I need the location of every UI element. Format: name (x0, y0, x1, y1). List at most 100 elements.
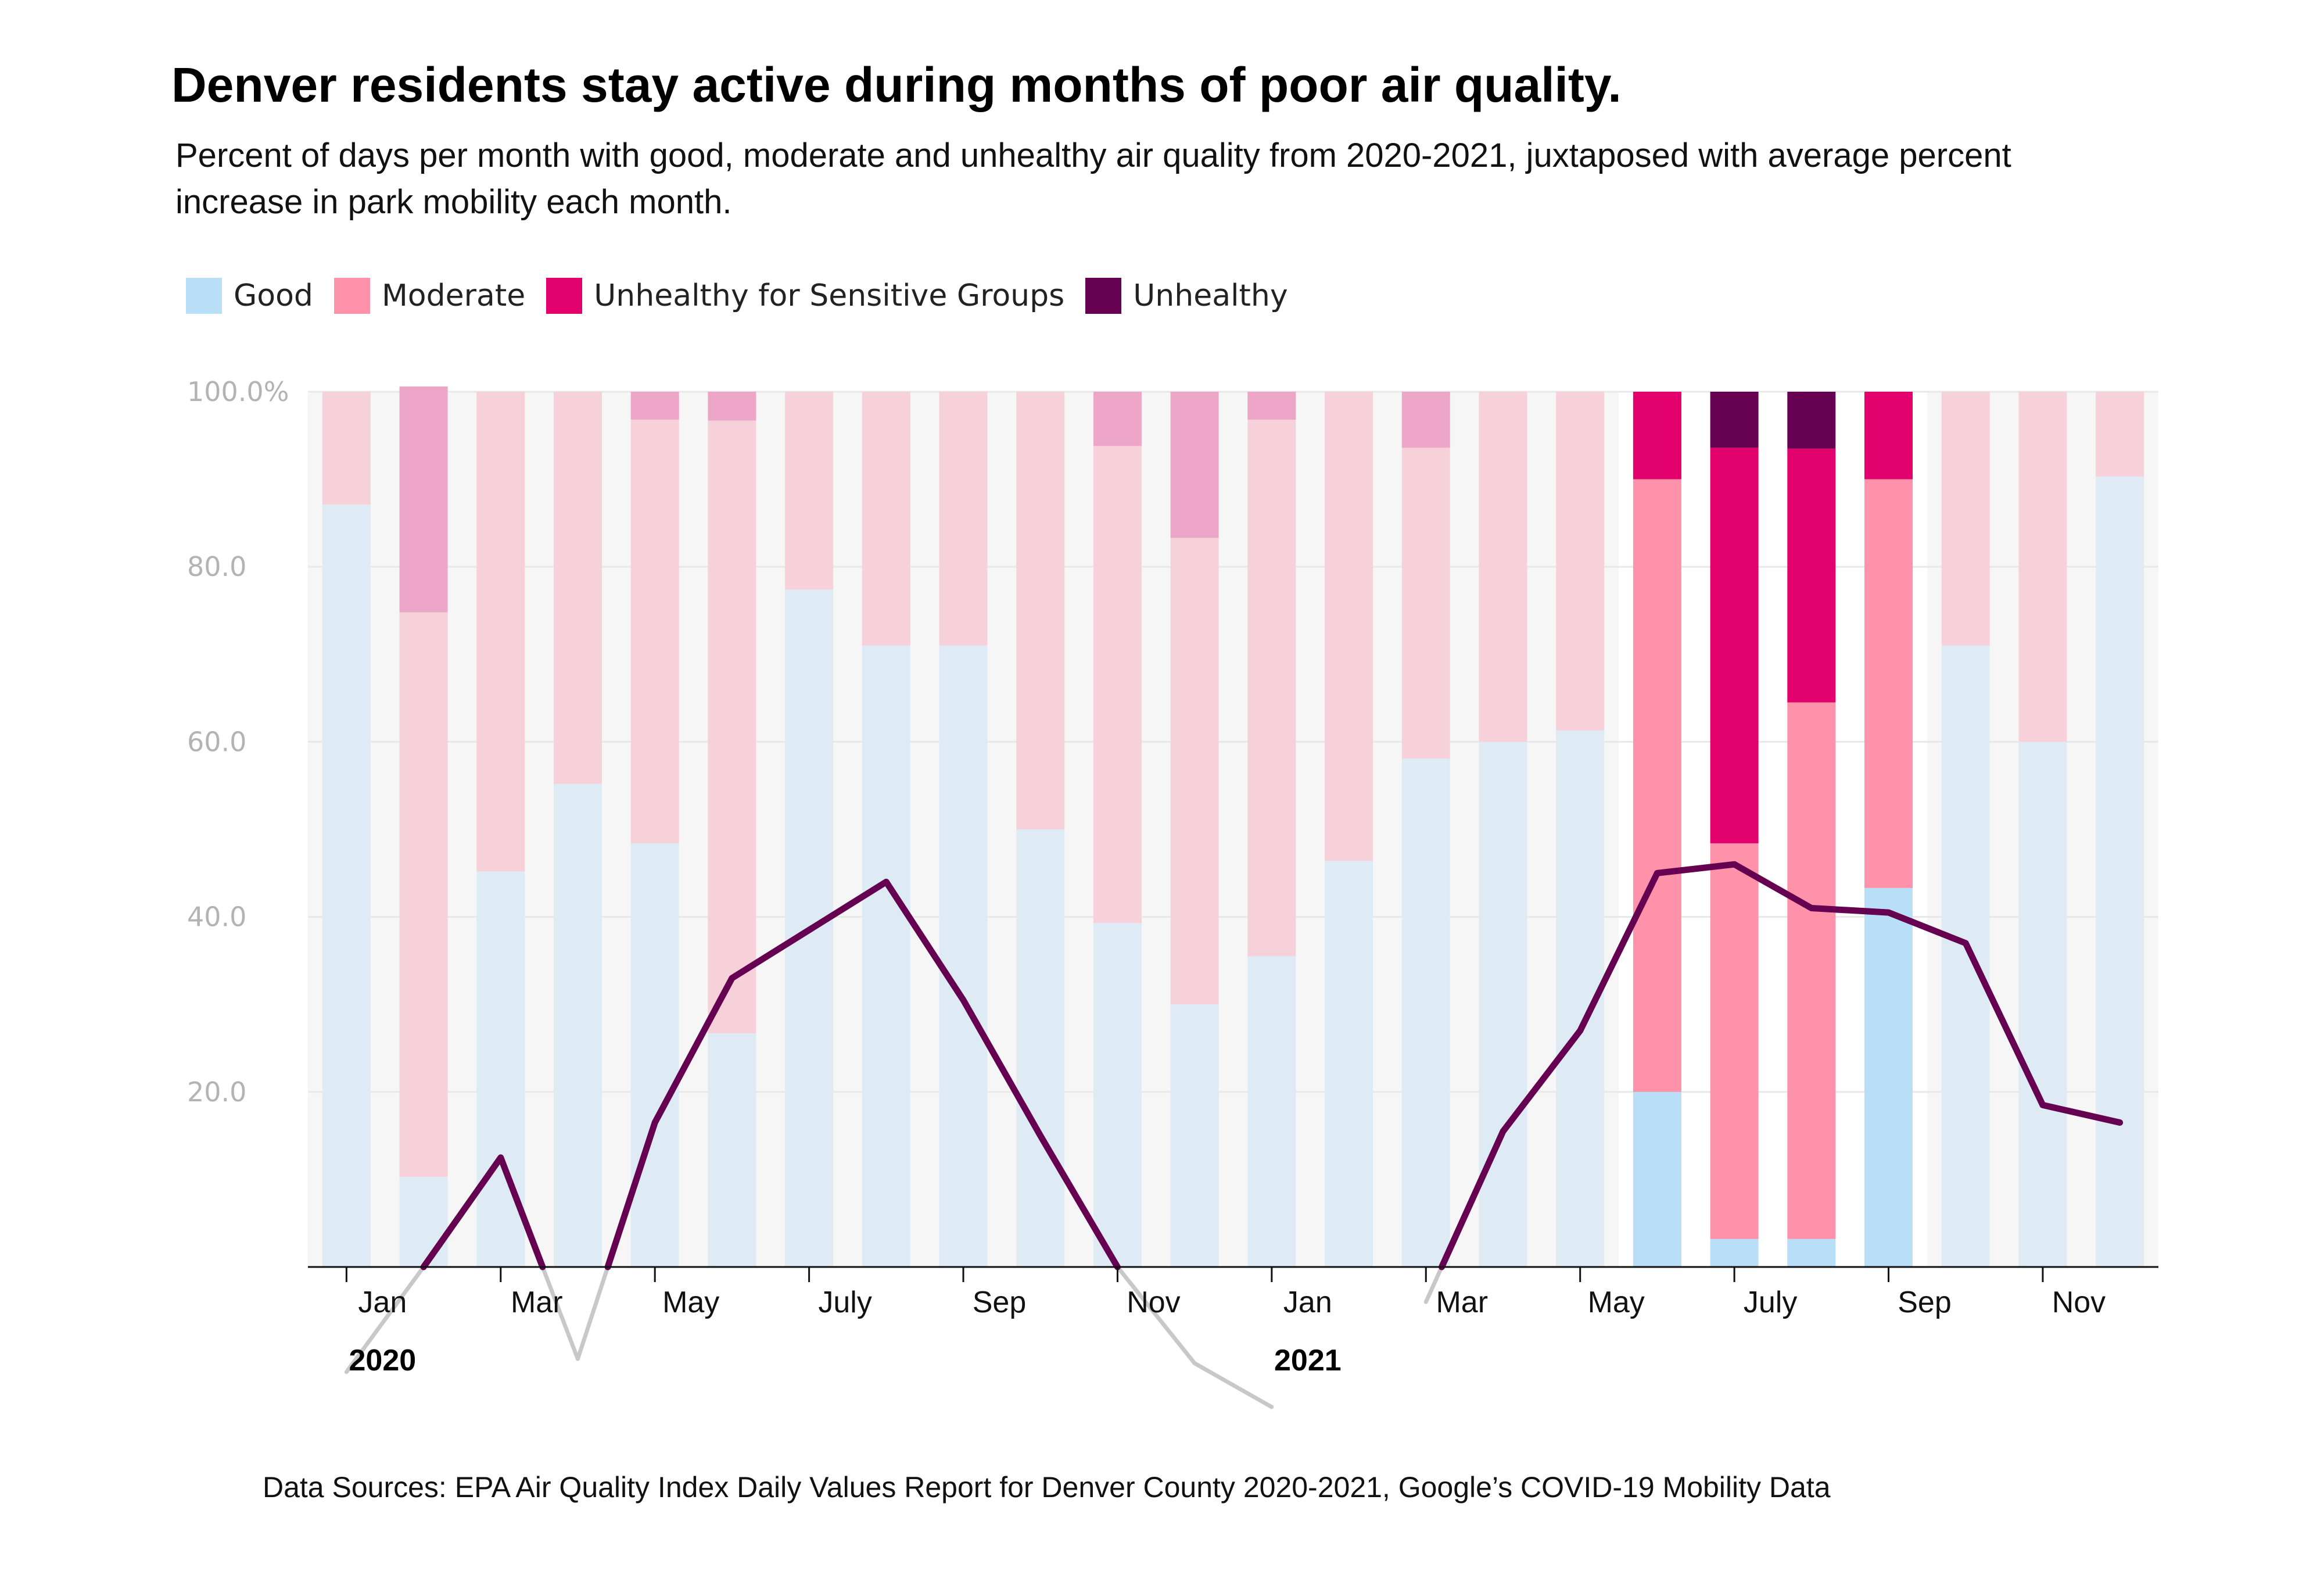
bar-segment-unhealthy (1787, 392, 1836, 449)
mobility-line-below-axis (1115, 1265, 1197, 1366)
x-tick-label: Jan (358, 1286, 407, 1319)
bars (322, 386, 2144, 1268)
x-tick-label: Mar (511, 1286, 563, 1319)
data-sources-note: Data Sources: EPA Air Quality Index Dail… (263, 1471, 1831, 1504)
y-tick-label: 80.0 (187, 551, 246, 582)
bar-segment-unhealthy-for-sensitive-groups (1401, 392, 1450, 448)
bar-segment-good (553, 783, 602, 1267)
bar-segment-unhealthy-for-sensitive-groups (1787, 448, 1836, 703)
chart-title: Denver residents stay active during mont… (171, 58, 1622, 112)
legend-item-moderate: Moderate (333, 278, 526, 314)
legend-item-unhealthy-sensitive: Unhealthy for Sensitive Groups (546, 278, 1064, 314)
bar-segment-good (1864, 887, 1913, 1267)
bar-segment-good (322, 504, 371, 1268)
legend-label-moderate: Moderate (381, 278, 526, 313)
bar-segment-good (1170, 1004, 1219, 1267)
x-tick-label: July (1744, 1286, 1797, 1319)
x-tick-label: Nov (2052, 1286, 2106, 1319)
legend-swatch-moderate (333, 278, 370, 314)
x-tick-label: Sep (973, 1286, 1027, 1319)
bar-segment-unhealthy-for-sensitive-groups (1710, 448, 1759, 844)
bar-segment-moderate (1633, 479, 1681, 1092)
bar-segment-good (1325, 861, 1373, 1267)
mobility-line-path (420, 861, 2124, 1270)
bar-segment-unhealthy-for-sensitive-groups (1633, 392, 1681, 479)
chart-subtitle: Percent of days per month with good, mod… (175, 137, 2011, 221)
bar-segment-good (630, 843, 679, 1267)
y-tick-label: 40.0 (187, 901, 246, 933)
bar-segment-good (1401, 758, 1450, 1267)
bar-segment-moderate (630, 420, 679, 844)
bar-segment-moderate (1093, 446, 1142, 923)
bar-segment-good (1633, 1091, 1681, 1267)
x-tick-label: Sep (1898, 1286, 1952, 1319)
mobility-line-below-axis (575, 1265, 610, 1361)
legend-item-good: Good (186, 278, 313, 314)
gridlines (308, 391, 2158, 1093)
bar-segment-good (2018, 742, 2067, 1267)
year-label: 2020 (349, 1344, 417, 1377)
bar-segment-good (1093, 923, 1142, 1267)
bar-segment-unhealthy-for-sensitive-groups (630, 392, 679, 420)
bar-segment-moderate (1710, 843, 1759, 1239)
mobility-line (344, 861, 2124, 1409)
bar-segment-moderate (1941, 392, 1990, 646)
bar-segment-moderate (785, 392, 834, 590)
bar-segment-unhealthy-for-sensitive-groups (708, 392, 756, 421)
bar-segment-good (1016, 829, 1065, 1267)
bar-segment-moderate (1325, 392, 1373, 861)
legend-label-unhealthy: Unhealthy (1133, 278, 1288, 313)
bar-segment-moderate (322, 392, 371, 505)
bar-segment-unhealthy-for-sensitive-groups (1864, 392, 1913, 479)
bar-segment-moderate (2096, 392, 2144, 477)
bar-segment-good (1710, 1238, 1759, 1267)
bar-segment-good (2096, 477, 2144, 1267)
mobility-line-below-axis (540, 1265, 580, 1361)
bar-segment-moderate (399, 612, 448, 1177)
mobility-line-below-axis (1423, 1265, 1444, 1304)
bar-segment-moderate (1864, 479, 1913, 888)
bar-segment-moderate (1170, 538, 1219, 1005)
bar-segment-moderate (1247, 420, 1296, 957)
bar-segment-moderate (1479, 392, 1527, 742)
bar-segment-unhealthy-for-sensitive-groups (1170, 392, 1219, 538)
bar-segment-unhealthy-for-sensitive-groups (1093, 392, 1142, 446)
bar-segment-moderate (708, 420, 756, 1033)
y-tick-label: 20.0 (187, 1076, 246, 1108)
mobility-line-below-axis (344, 1265, 426, 1374)
y-axis: 20.0 40.0 60.0 80.0 100.0% (187, 376, 289, 1108)
x-tick-label: Nov (1127, 1286, 1180, 1319)
bar-segment-good (1941, 645, 1990, 1267)
bar-segment-good (1479, 742, 1527, 1267)
bar-segment-moderate (939, 392, 988, 646)
x-tick-label: Jan (1283, 1286, 1332, 1319)
bar-segment-moderate (2018, 392, 2067, 742)
bar-segment-moderate (1016, 392, 1065, 829)
bar-segment-moderate (862, 392, 910, 646)
bar-segment-moderate (553, 392, 602, 784)
mobility-line-below-axis (1192, 1361, 1274, 1409)
bar-segment-moderate (1787, 702, 1836, 1239)
x-tick-label: July (818, 1286, 871, 1319)
legend-swatch-unhealthy-sensitive (546, 278, 583, 314)
bar-segment-moderate (1556, 392, 1605, 731)
bar-segment-good (708, 1033, 756, 1267)
bar-segment-good (939, 645, 988, 1267)
year-label: 2021 (1274, 1344, 1342, 1377)
x-tick-label: Mar (1436, 1286, 1488, 1319)
legend-swatch-good (186, 278, 222, 314)
bar-segment-moderate (476, 392, 525, 872)
legend: Good Moderate Unhealthy for Sensitive Gr… (186, 278, 1309, 314)
legend-swatch-unhealthy (1085, 278, 1122, 314)
legend-item-unhealthy: Unhealthy (1085, 278, 1288, 314)
bar-segment-good (862, 645, 910, 1267)
bar-segment-good (1247, 956, 1296, 1267)
bar-segment-unhealthy-for-sensitive-groups (399, 386, 448, 613)
x-tick-label: May (662, 1286, 719, 1319)
y-tick-label: 100.0% (187, 376, 289, 407)
x-axis: Jan Mar May July Sep Nov Jan Mar May July Sep Nov 20… (308, 1266, 2158, 1377)
bar-segment-unhealthy (1710, 392, 1759, 448)
legend-label-good: Good (234, 278, 313, 313)
bar-segment-moderate (1401, 448, 1450, 759)
x-tick-label: May (1588, 1286, 1645, 1319)
